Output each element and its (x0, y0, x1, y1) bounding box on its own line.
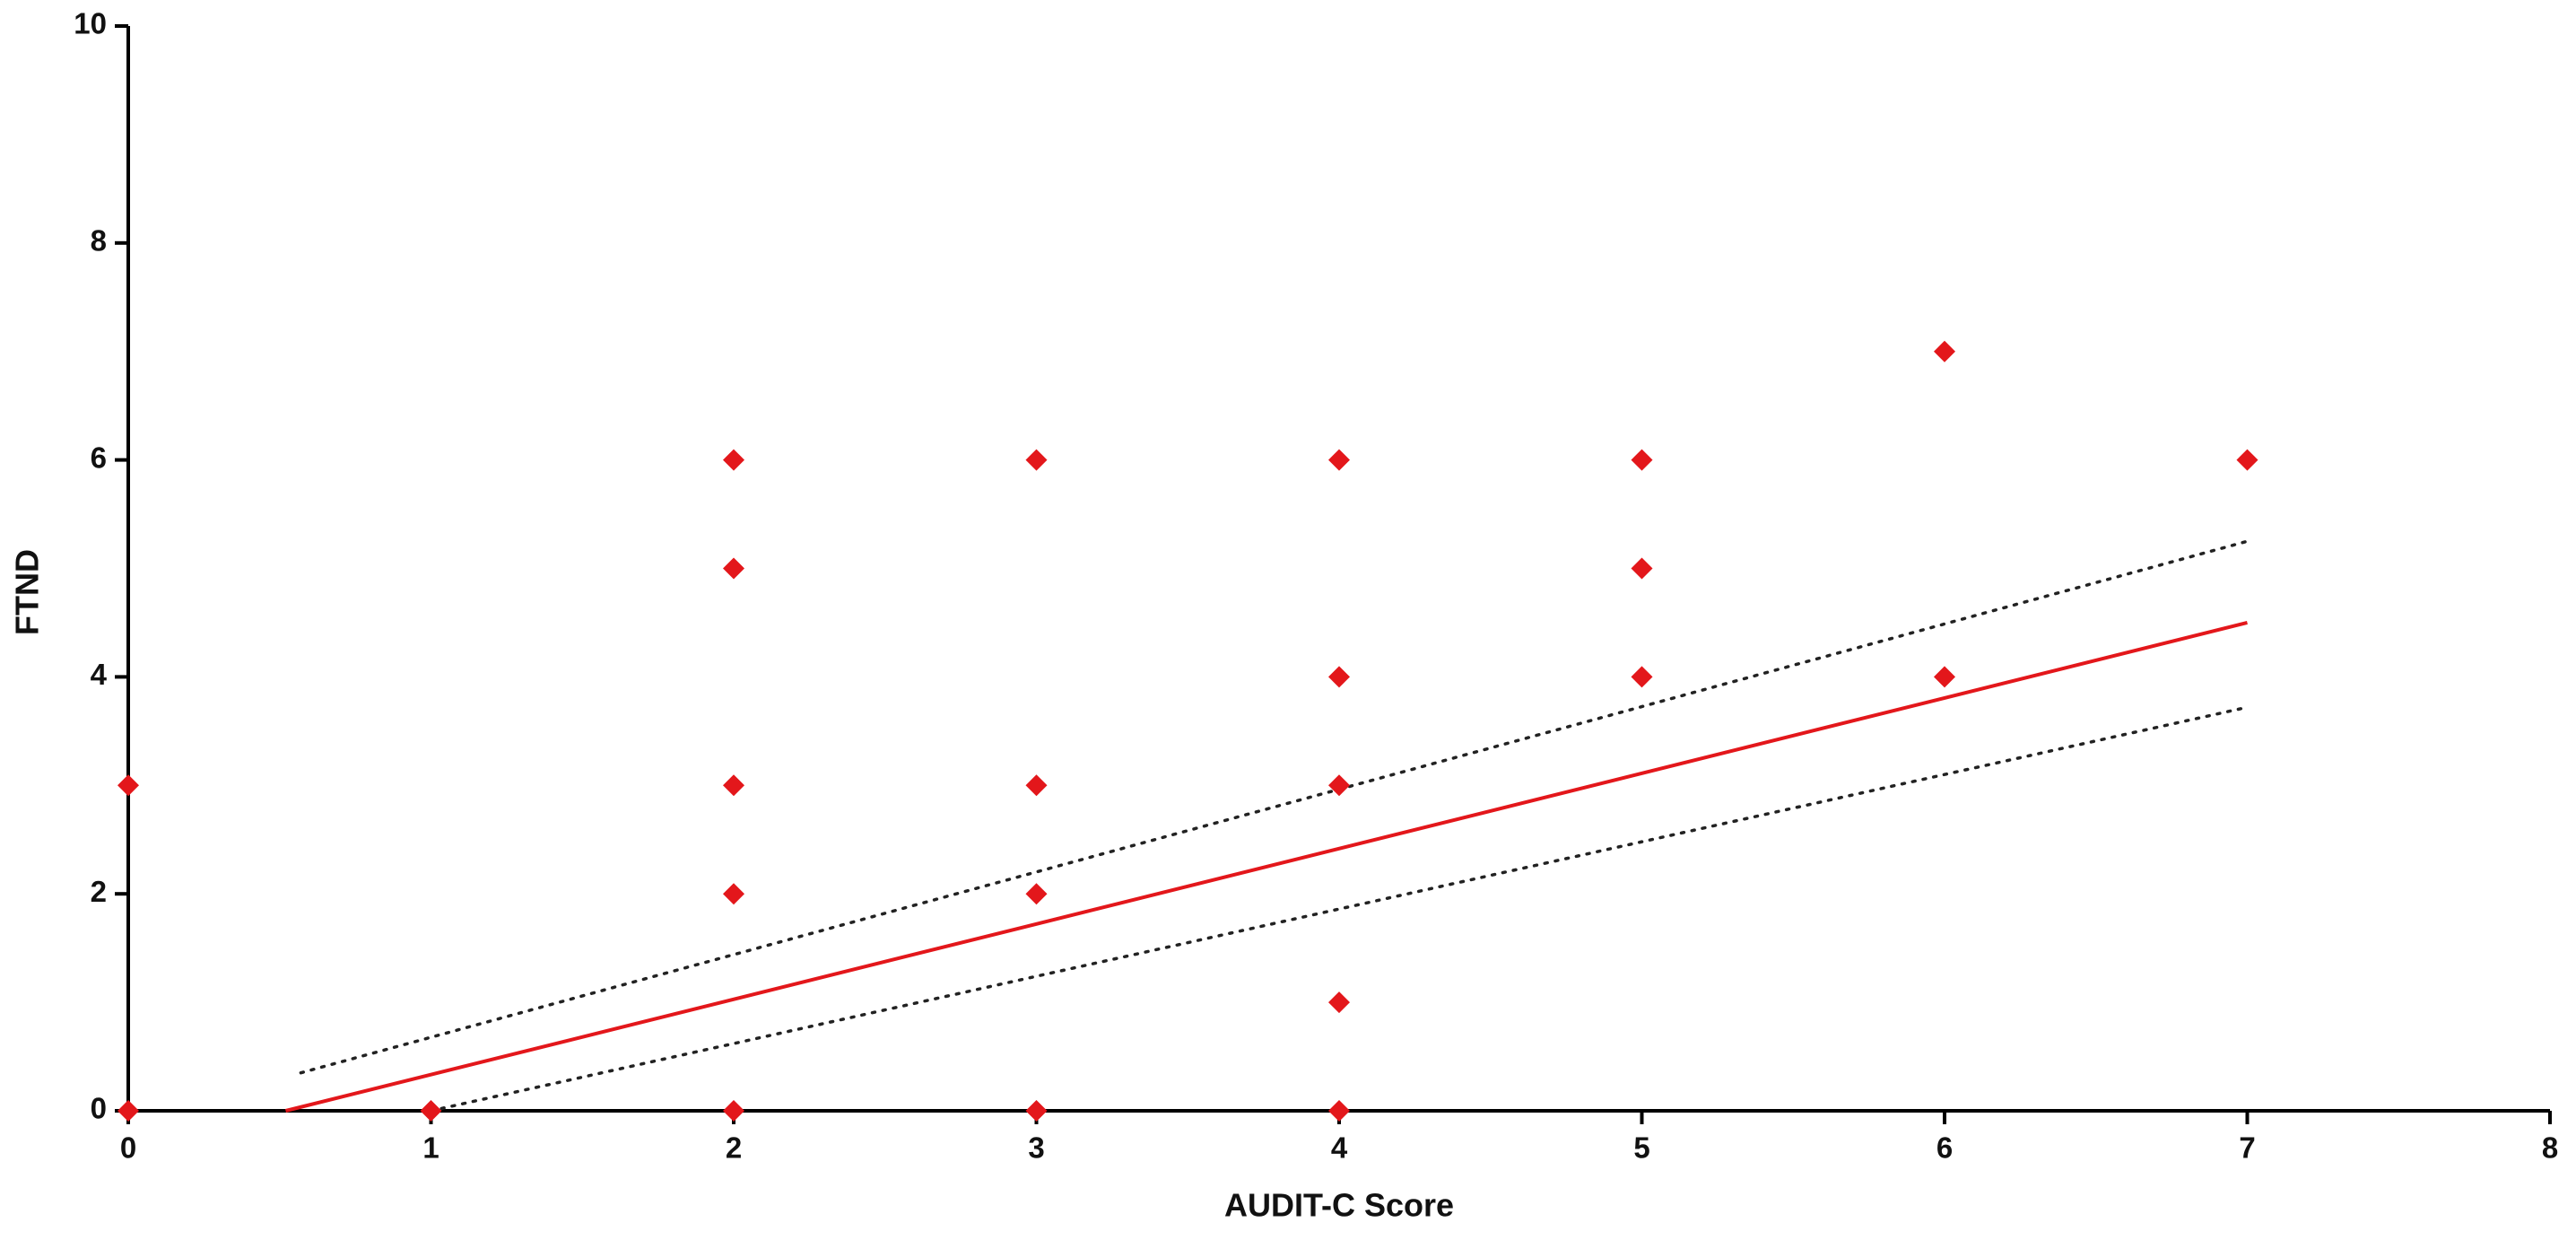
y-tick-label: 10 (74, 7, 107, 40)
x-tick-label: 0 (120, 1131, 136, 1165)
x-tick-label: 2 (726, 1131, 742, 1165)
data-point (117, 774, 139, 797)
y-tick-label: 2 (91, 875, 107, 908)
data-point (723, 1100, 744, 1122)
data-point (723, 774, 744, 797)
y-tick-label: 0 (91, 1092, 107, 1125)
regression-line (285, 621, 2248, 1113)
x-tick-label: 1 (422, 1131, 439, 1165)
data-point (1025, 1100, 1048, 1122)
data-point (420, 1100, 442, 1122)
data-point (1025, 883, 1048, 905)
data-point (1025, 774, 1048, 797)
data-point (723, 449, 744, 471)
data-point (723, 557, 744, 580)
data-point (1328, 774, 1350, 797)
data-point (1328, 991, 1350, 1014)
data-point (723, 883, 744, 905)
data-point (1631, 449, 1653, 471)
x-tick-label: 6 (1936, 1131, 1953, 1165)
data-point (1328, 1100, 1350, 1122)
x-axis-title: AUDIT-C Score (1224, 1187, 1454, 1224)
y-tick-label: 4 (91, 658, 108, 691)
data-point (1631, 666, 1653, 688)
data-point (1934, 340, 1955, 362)
y-axis-title: FTND (9, 549, 46, 635)
data-point (1631, 557, 1653, 580)
x-tick-label: 8 (2542, 1131, 2558, 1165)
x-tick-label: 7 (2239, 1131, 2255, 1165)
data-point (1328, 666, 1350, 688)
x-tick-label: 3 (1028, 1131, 1044, 1165)
data-point (1934, 666, 1955, 688)
y-tick-label: 6 (91, 441, 107, 474)
y-tick-label: 8 (91, 224, 107, 258)
confidence-band (299, 539, 2250, 1075)
x-tick-label: 4 (1331, 1131, 1348, 1165)
data-point (2236, 449, 2258, 471)
confidence-band (429, 705, 2250, 1113)
data-point (1025, 449, 1048, 471)
data-point (117, 1100, 139, 1122)
x-tick-label: 5 (1633, 1131, 1649, 1165)
data-point (1328, 449, 1350, 471)
